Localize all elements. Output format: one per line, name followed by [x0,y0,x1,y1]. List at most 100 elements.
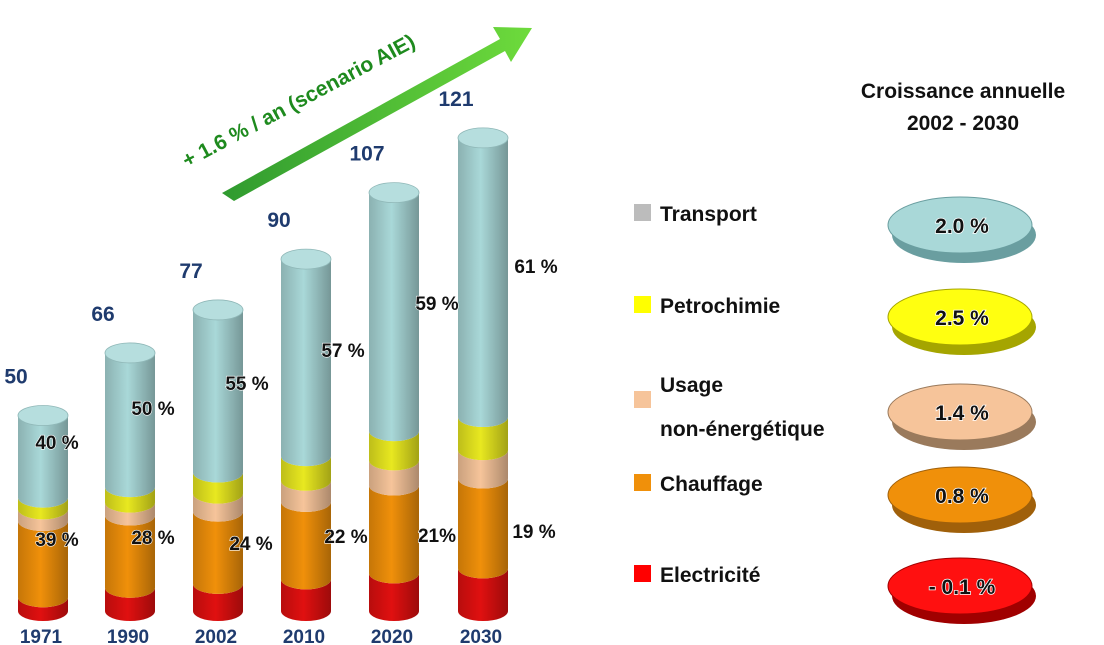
legend-swatch-petrochimie [634,296,651,313]
pct-label-transport-2030: 61 % [514,257,557,278]
year-label-1971: 1971 [20,627,63,645]
pct-label-chauffage-1971: 39 % [35,530,78,551]
growth-rate-chauffage: 0.8 % [935,485,989,508]
bar-segment-usage-2002 [193,493,243,522]
legend-label-transport: Transport [660,203,757,226]
growth-row-transport: Transport 2.0 % [634,196,1036,263]
pct-label-transport-1990: 50 % [131,399,174,420]
year-label-1990: 1990 [107,627,149,645]
bar-top-2002 [192,299,244,321]
bar-segment-electricite-1990 [105,587,155,621]
bar-2010 [280,248,332,621]
bar-top-2030 [457,127,509,149]
bar-segment-transport-2030 [458,137,508,428]
pct-label-transport-1971: 40 % [35,433,78,454]
growth-ellipse-petrochimie [887,288,1036,355]
bar-segment-electricite-2010 [281,579,331,621]
growth-row-electricite: Electricité - 0.1 % [634,557,1036,624]
total-label-2030: 121 [438,88,473,111]
legend-label-petrochimie: Petrochimie [660,295,780,318]
bar-segment-transport-1971 [18,415,68,508]
legend-swatch-chauffage [634,474,651,491]
growth-panel: Croissance annuelle 2002 - 2030 Transpor… [634,80,1065,624]
bar-top-2010 [280,248,332,270]
bar-segment-transport-1990 [105,352,155,498]
bar-segment-usage-1990 [105,502,155,526]
bar-segment-electricite-2002 [193,583,243,621]
total-label-1971: 50 [4,366,27,389]
bar-top-1971 [17,405,69,426]
pct-label-transport-2002: 55 % [225,374,268,395]
growth-rate-electricite: - 0.1 % [929,576,996,599]
total-label-2010: 90 [267,209,290,232]
legend-label-usage-line2: non-énergétique [660,418,825,441]
bar-top-2020 [368,182,420,204]
legend-swatch-usage [634,391,651,408]
growth-ellipse-usage [887,383,1036,450]
year-label-2002: 2002 [195,627,237,645]
trend-arrow-shape [222,27,532,201]
bar-1971 [17,405,69,621]
bar-labels: 1971 50 1990 66 2002 77 2010 90 2020 107 2030 121 40… [4,88,558,645]
growth-rate-usage: 1.4 % [935,402,989,425]
pct-label-chauffage-2030: 19 % [512,522,555,543]
bar-segment-usage-2030 [458,450,508,489]
bar-segment-petrochimie-1990 [105,487,155,513]
growth-title-line1: Croissance annuelle [861,80,1065,103]
growth-row-petrochimie: Petrochimie 2.5 % [634,288,1036,355]
bar-segment-usage-1971 [18,509,68,532]
bar-segment-petrochimie-2010 [281,456,331,491]
bar-segment-transport-2020 [369,192,419,442]
legend-swatch-electricite [634,565,651,582]
bar-segment-usage-2010 [281,480,331,512]
growth-row-chauffage: Chauffage 0.8 % [634,466,1036,533]
legend-label-electricite: Electricité [660,564,760,587]
growth-legend: Transport 2.0 % Petrochimie 2.5 % Usage non-é… [634,196,1036,624]
bar-2030 [457,127,509,621]
legend-swatch-transport [634,204,651,221]
year-label-2020: 2020 [371,627,413,645]
growth-ellipse-electricite [887,557,1036,624]
bar-segment-transport-2002 [193,309,243,483]
stacked-bars [17,127,509,621]
bar-2020 [368,182,420,621]
bar-segment-electricite-2020 [369,573,419,621]
bar-segment-transport-2010 [281,259,331,467]
total-label-1990: 66 [91,303,114,326]
pct-label-transport-2010: 57 % [321,341,364,362]
pct-label-chauffage-2002: 24 % [229,534,272,555]
bar-segment-petrochimie-1971 [18,497,68,520]
growth-rate-transport: 2.0 % [935,215,989,238]
legend-label-chauffage: Chauffage [660,473,763,496]
bar-segment-chauffage-1971 [18,521,68,608]
growth-rate-petrochimie: 2.5 % [935,307,989,330]
bar-segment-chauffage-2030 [458,478,508,579]
growth-ellipse-transport [887,196,1036,263]
bar-segment-chauffage-2010 [281,501,331,590]
pct-label-chauffage-2020: 21% [418,526,456,547]
bar-1990 [104,342,156,621]
bar-segment-petrochimie-2002 [193,472,243,504]
bar-segment-petrochimie-2030 [458,417,508,461]
growth-title-line2: 2002 - 2030 [907,112,1019,135]
pct-label-chauffage-1990: 28 % [131,528,174,549]
bar-segment-chauffage-2020 [369,485,419,584]
bar-top-1990 [104,342,156,364]
year-label-2030: 2030 [460,627,502,645]
bar-segment-electricite-2030 [458,568,508,621]
bar-2002 [192,299,244,621]
total-label-2020: 107 [349,143,384,166]
bar-segment-electricite-1971 [18,597,68,621]
growth-row-usage: Usage non-énergétique 1.4 % [634,374,1036,450]
legend-label-usage: Usage [660,374,723,397]
total-label-2002: 77 [179,260,202,283]
bar-segment-petrochimie-2020 [369,431,419,471]
growth-ellipse-chauffage [887,466,1036,533]
bar-segment-chauffage-1990 [105,515,155,598]
year-label-2010: 2010 [283,627,325,645]
bar-segment-usage-2020 [369,460,419,496]
bar-segment-chauffage-2002 [193,511,243,594]
pct-label-chauffage-2010: 22 % [324,527,367,548]
pct-label-transport-2020: 59 % [415,294,458,315]
